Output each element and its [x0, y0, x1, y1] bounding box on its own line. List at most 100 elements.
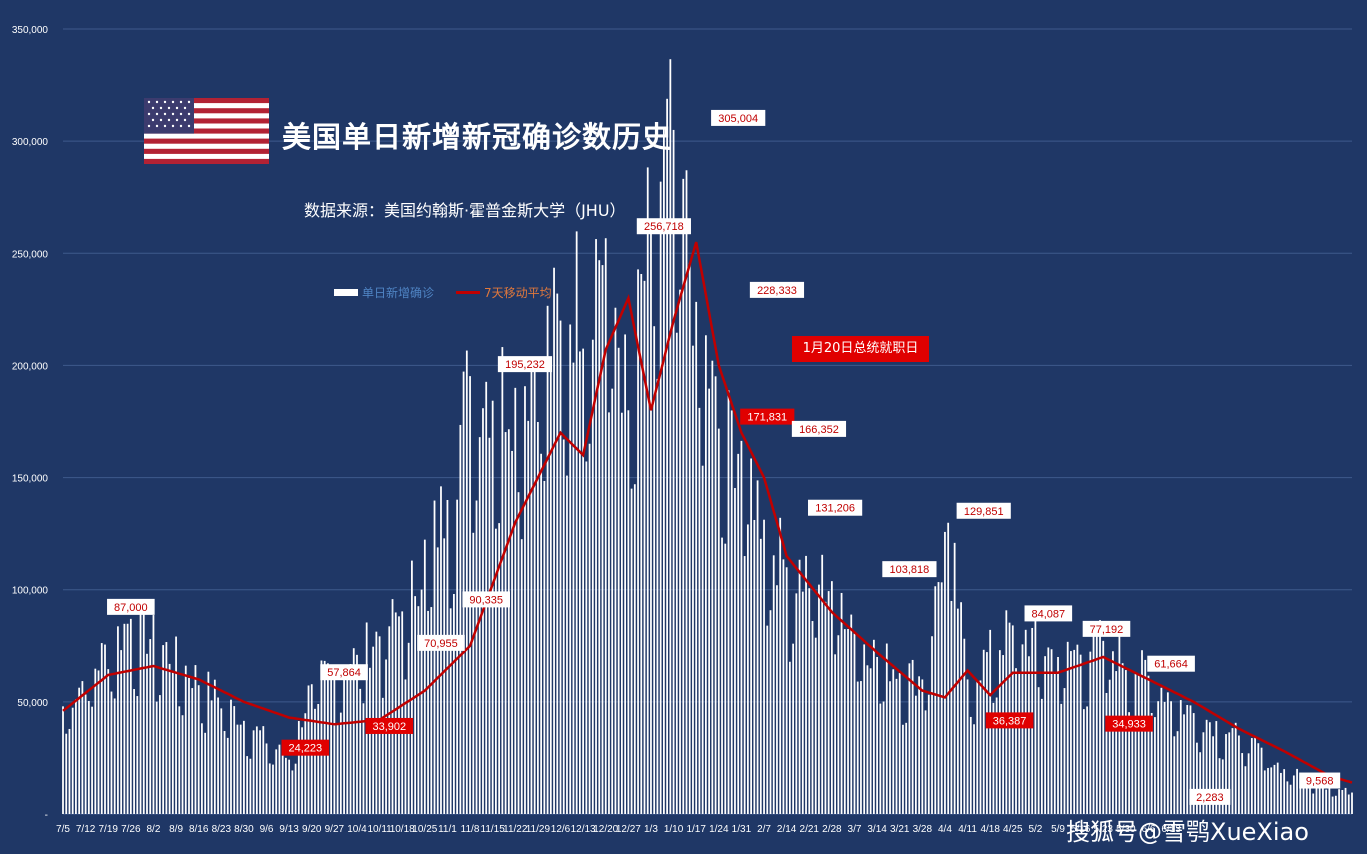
- daily-bar: [847, 629, 849, 814]
- daily-bar: [830, 581, 833, 814]
- daily-bar: [252, 730, 255, 814]
- data-label: 171,831: [747, 412, 787, 424]
- daily-bar: [285, 757, 287, 814]
- daily-bar: [772, 555, 775, 814]
- data-label-box: [791, 420, 847, 437]
- daily-bar: [207, 671, 210, 814]
- data-label: 9,568: [1306, 776, 1334, 788]
- daily-bar: [872, 639, 875, 814]
- daily-bar: [1086, 706, 1088, 814]
- daily-bar: [201, 723, 203, 814]
- daily-bar: [866, 665, 869, 814]
- daily-bar: [724, 543, 727, 814]
- daily-bar: [139, 602, 142, 814]
- data-label: 24,223: [288, 743, 322, 755]
- daily-bar: [71, 707, 74, 814]
- daily-bar: [792, 643, 794, 814]
- daily-bar: [1305, 776, 1308, 814]
- daily-bar: [721, 537, 723, 814]
- x-tick-label: 10/18: [390, 824, 415, 835]
- daily-bar: [1079, 654, 1082, 814]
- data-label-box: [1082, 620, 1131, 637]
- daily-bar: [1163, 701, 1166, 814]
- daily-bar: [814, 637, 817, 814]
- daily-bar: [549, 358, 552, 814]
- daily-bar: [746, 524, 749, 814]
- daily-bar: [785, 567, 788, 814]
- daily-bar: [966, 679, 969, 814]
- daily-bar: [759, 538, 762, 814]
- daily-bar: [653, 326, 656, 814]
- daily-bar: [1183, 714, 1185, 814]
- daily-bar: [1344, 787, 1347, 814]
- daily-bar: [798, 559, 801, 814]
- data-label-box: [985, 712, 1034, 729]
- x-tick-label: 10/4: [347, 824, 367, 835]
- daily-bar: [1144, 659, 1147, 814]
- x-tick-label: 8/2: [147, 824, 161, 835]
- daily-bar: [650, 219, 652, 815]
- daily-bar: [472, 532, 475, 814]
- daily-bar: [692, 345, 694, 814]
- data-label-box: [749, 281, 805, 298]
- daily-bar: [711, 360, 714, 814]
- daily-bar: [97, 670, 100, 814]
- moving-average-line: [62, 241, 1353, 784]
- daily-bar: [818, 584, 820, 814]
- daily-bar: [850, 614, 853, 814]
- daily-bar: [217, 697, 219, 814]
- daily-bar: [1199, 752, 1202, 814]
- daily-bar: [175, 636, 177, 814]
- daily-bar: [1015, 668, 1017, 814]
- data-label-box: [320, 664, 368, 681]
- daily-bar: [123, 623, 126, 814]
- data-label: 305,004: [718, 113, 758, 125]
- daily-bar: [588, 443, 591, 814]
- daily-bar: [986, 652, 988, 814]
- daily-bar: [604, 238, 607, 814]
- daily-bar: [1228, 732, 1231, 814]
- daily-bar: [737, 453, 740, 814]
- daily-bar: [882, 701, 885, 814]
- x-tick-label: 8/9: [169, 824, 183, 835]
- daily-bar: [853, 633, 856, 814]
- daily-bar: [1231, 728, 1234, 814]
- daily-bar: [1212, 736, 1214, 814]
- daily-bar: [934, 586, 937, 814]
- daily-bar: [262, 726, 265, 814]
- daily-bar: [336, 723, 339, 814]
- daily-bar: [924, 710, 927, 814]
- daily-bar: [427, 610, 429, 814]
- daily-bar: [62, 706, 64, 814]
- daily-bar: [1254, 737, 1256, 814]
- x-tick-label: 12/20: [593, 824, 618, 835]
- daily-bar: [369, 667, 371, 814]
- daily-bar: [249, 758, 252, 814]
- daily-bar: [68, 728, 71, 814]
- daily-bar: [734, 488, 736, 814]
- daily-bar: [272, 764, 274, 814]
- daily-bar: [837, 635, 840, 814]
- daily-bar: [582, 348, 585, 814]
- daily-bar: [1176, 731, 1179, 814]
- data-label-box: [956, 502, 1011, 519]
- daily-bar: [730, 410, 733, 814]
- daily-bar: [811, 621, 814, 814]
- daily-bar: [795, 593, 798, 814]
- daily-bar: [688, 262, 691, 814]
- data-label-box: [1299, 772, 1341, 789]
- daily-bar: [976, 680, 979, 814]
- daily-bar: [488, 437, 491, 814]
- daily-bar: [801, 591, 804, 814]
- daily-bar: [381, 697, 384, 814]
- x-tick-label: 12/6: [551, 824, 571, 835]
- daily-bar: [1050, 649, 1053, 814]
- daily-bar: [963, 638, 966, 814]
- daily-bar: [236, 724, 239, 814]
- x-tick-label: 12/13: [571, 824, 596, 835]
- daily-bar: [475, 500, 478, 814]
- x-tick-label: 3/28: [913, 824, 933, 835]
- daily-bar: [449, 608, 452, 814]
- x-tick-label: 11/15: [481, 824, 506, 835]
- x-tick-label: 7/5: [56, 824, 70, 835]
